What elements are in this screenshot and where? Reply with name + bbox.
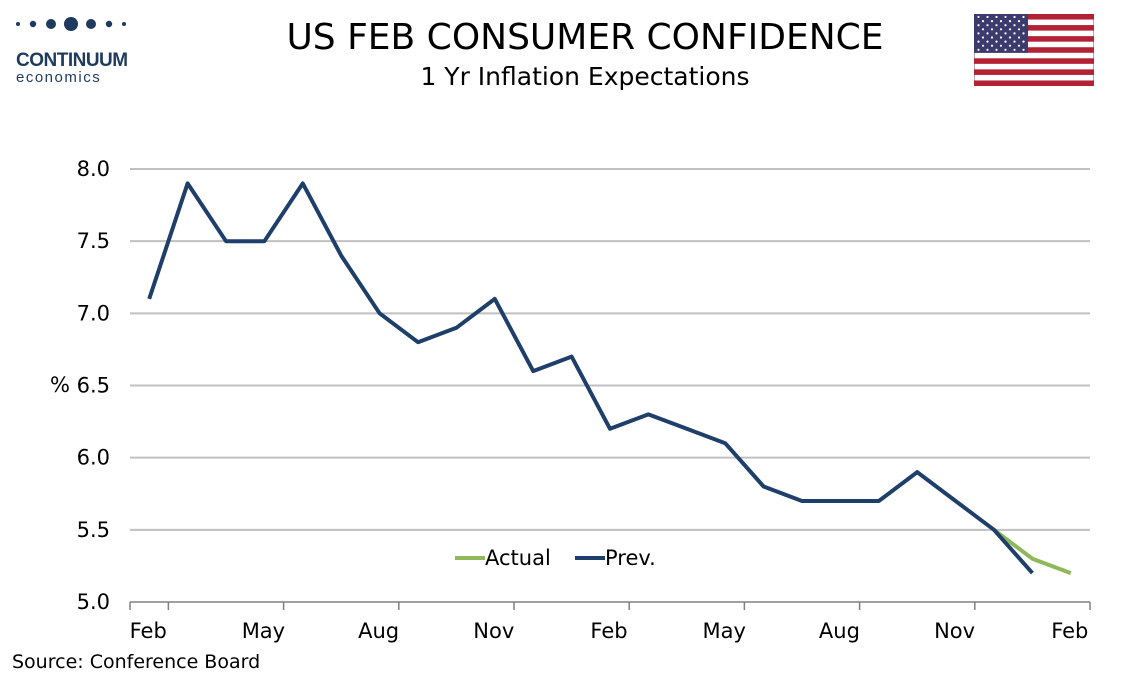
page-subtitle: 1 Yr Inflation Expectations [420,62,750,91]
x-tick-label: Feb [130,619,167,643]
flag-star [999,36,1003,39]
y-axis-label: % [50,373,70,397]
flag-star [1022,40,1025,43]
flag-stripe [974,47,1094,53]
x-tick-labels: Feb May Aug Nov Feb May Aug Nov Feb [130,619,1089,643]
flag-star [995,40,998,43]
flag-star [1004,24,1007,27]
flag-star [995,24,998,27]
flag-star [981,20,985,23]
flag-star [990,44,994,47]
x-tick-label: Feb [590,619,627,643]
series-lines [147,181,1072,575]
flag-star [1008,44,1012,47]
flag-star [1022,15,1025,19]
flag-star [990,28,994,31]
flag-star [999,20,1003,23]
x-tick-label: Nov [473,619,514,643]
axes [129,601,1091,610]
source-note: Source: Conference Board [12,651,261,673]
logo-sub: economics [16,69,102,86]
flag-star [1008,28,1012,31]
flag-star [1017,28,1021,31]
flag-star [986,48,989,51]
flag-star [977,15,980,19]
flag-star [1004,40,1007,43]
legend-item: Prev. [575,546,656,570]
flag-star [990,20,994,23]
flag-star [981,44,985,47]
flag-stripe [974,80,1094,86]
legend: Actual Prev. [455,546,656,570]
flag-star [986,15,989,19]
x-tick-label: Aug [819,619,860,643]
flag-star [1022,24,1025,27]
flag-stripe [974,69,1094,75]
flag-star [977,24,980,27]
flag-star [1013,24,1016,27]
flag-star [995,15,998,19]
flag-star [1022,32,1025,35]
logo-dots-icon [16,17,126,31]
y-tick-label: 6.5 [77,374,110,398]
y-tick-label: 5.5 [77,518,110,542]
x-tick-label: Nov [934,619,975,643]
x-tick-label: May [702,619,745,643]
flag-star [990,36,994,39]
flag-star [977,48,980,51]
legend-item: Actual [455,546,551,570]
flag-star [999,44,1003,47]
x-tick-label: Aug [358,619,399,643]
flag-star [986,24,989,27]
logo-name: CONTINUUM [16,50,128,71]
y-tick-label: 5.0 [77,590,110,614]
y-tick-labels: 5.0 5.5 6.0 6.5 7.0 7.5 8.0 [77,157,110,614]
flag-star [981,28,985,31]
continuum-economics-logo: CONTINUUM economics [14,14,144,85]
flag-star [986,32,989,35]
flag-star [995,48,998,51]
flag-star [1008,36,1012,39]
legend-label: Actual [485,546,551,570]
flag-stripe [974,25,1094,31]
flag-star [1008,20,1012,23]
flag-star [986,40,989,43]
page-title: US FEB CONSUMER CONFIDENCE [286,17,884,58]
flag-star [1004,32,1007,35]
flag-star [1004,48,1007,51]
flag-star [1022,48,1025,51]
flag-stripe [974,14,1094,20]
flag-star [1017,44,1021,47]
flag-star [977,40,980,43]
flag-star [1013,15,1016,19]
x-tick-label: May [242,619,285,643]
series-line-prev [147,181,1034,575]
flag-star [1004,15,1007,19]
y-tick-label: 8.0 [77,157,110,181]
gridlines [130,168,1090,531]
flag-star [1017,36,1021,39]
flag-star [981,36,985,39]
y-tick-label: 7.0 [77,301,110,325]
us-flag-icon [974,14,1094,86]
flag-star [1013,48,1016,51]
flag-star [977,32,980,35]
flag-star [1013,40,1016,43]
flag-star [995,32,998,35]
series-line-actual [992,528,1072,575]
legend-label: Prev. [605,546,656,570]
flag-star [1017,20,1021,23]
flag-stripe [974,58,1094,64]
y-tick-label: 6.0 [77,446,110,470]
flag-stripe [974,36,1094,42]
y-tick-label: 7.5 [77,229,110,253]
flag-star [999,28,1003,31]
flag-star [1013,32,1016,35]
x-tick-label: Feb [1051,619,1088,643]
